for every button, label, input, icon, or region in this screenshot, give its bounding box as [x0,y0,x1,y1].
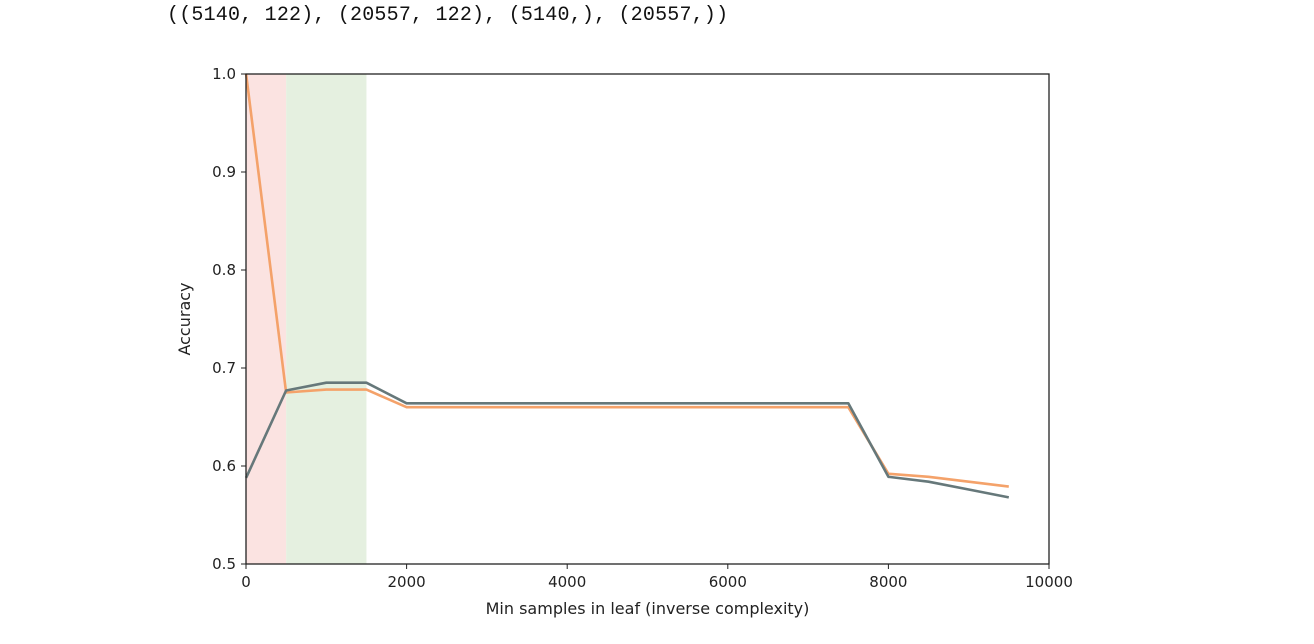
x-axis-label: Min samples in leaf (inverse complexity) [486,599,810,618]
y-tick-label: 0.5 [212,555,236,573]
y-axis-label: Accuracy [175,282,194,355]
x-tick-label: 8000 [869,573,907,591]
x-tick-label: 2000 [388,573,426,591]
shaded-region-0 [246,74,287,564]
y-tick-label: 0.6 [212,457,236,475]
x-axis-ticks: 0 2000 4000 6000 8000 10000 [241,564,1073,591]
y-axis-ticks: 0.5 0.6 0.7 0.8 0.9 1.0 [212,65,246,573]
series-lines [244,73,1010,499]
plot-frame [245,73,1050,565]
y-tick-label: 0.7 [212,359,236,377]
y-tick-label: 1.0 [212,65,236,83]
shaded-region-1 [286,74,367,564]
cell-output-text: ((5140, 122), (20557, 122), (5140,), (20… [167,4,729,27]
x-tick-label: 0 [241,573,251,591]
x-tick-label: 10000 [1025,573,1073,591]
series-line-1 [244,381,1010,499]
shaded-regions [246,74,367,564]
y-tick-label: 0.9 [212,163,236,181]
y-tick-label: 0.8 [212,261,236,279]
x-tick-label: 4000 [548,573,586,591]
x-tick-label: 6000 [709,573,747,591]
